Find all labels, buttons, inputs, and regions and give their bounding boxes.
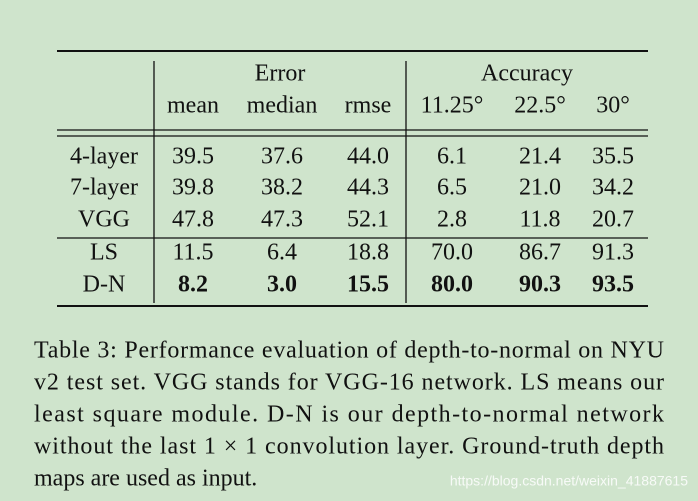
cell: 80.0: [431, 272, 473, 298]
cell: 39.5: [172, 144, 214, 170]
caption-line: maps are used as input.: [34, 466, 257, 492]
cell: 6.5: [437, 175, 467, 201]
row-label: VGG: [78, 207, 130, 233]
cell: 11.5: [172, 240, 213, 266]
cell: 44.3: [347, 175, 389, 201]
cell: 35.5: [592, 144, 634, 170]
caption-line: v2 test set. VGG stands for VGG-16 netwo…: [34, 370, 664, 396]
cell: 47.8: [172, 207, 214, 233]
cell: 39.8: [172, 175, 214, 201]
cell: 91.3: [592, 240, 634, 266]
cell: 90.3: [519, 272, 561, 298]
cell: 8.2: [178, 272, 208, 298]
caption-line: without the last 1 × 1 convolution layer…: [34, 434, 664, 460]
column-header: 22.5°: [514, 93, 566, 119]
cell: 3.0: [267, 272, 297, 298]
cell: 6.1: [437, 144, 467, 170]
cell: 44.0: [347, 144, 389, 170]
cell: 47.3: [261, 207, 303, 233]
column-header: median: [247, 93, 318, 119]
caption-line: least square module. D-N is our depth-to…: [34, 402, 664, 428]
cell: 70.0: [431, 240, 473, 266]
row-label: LS: [90, 240, 118, 266]
cell: 93.5: [592, 272, 634, 298]
column-header: mean: [167, 93, 219, 119]
cell: 37.6: [261, 144, 303, 170]
cell: 18.8: [347, 240, 389, 266]
cell: 34.2: [592, 175, 634, 201]
cell: 86.7: [519, 240, 561, 266]
watermark: https://blog.csdn.net/weixin_41887615: [450, 473, 688, 489]
cell: 38.2: [261, 175, 303, 201]
cell: 21.4: [519, 144, 561, 170]
cell: 11.8: [519, 207, 560, 233]
cell: 6.4: [267, 240, 297, 266]
column-header: 11.25°: [421, 93, 484, 119]
group-header: Error: [255, 61, 306, 87]
cell: 20.7: [592, 207, 634, 233]
column-header: 30°: [596, 93, 630, 119]
cell: 21.0: [519, 175, 561, 201]
row-label: 7-layer: [70, 175, 138, 201]
column-header: rmse: [345, 93, 392, 119]
cell: 2.8: [437, 207, 467, 233]
caption-line: Table 3: Performance evaluation of depth…: [34, 338, 664, 364]
row-label: D-N: [83, 272, 126, 298]
row-label: 4-layer: [70, 144, 138, 170]
cell: 15.5: [347, 272, 389, 298]
group-header: Accuracy: [481, 61, 573, 87]
cell: 52.1: [347, 207, 389, 233]
